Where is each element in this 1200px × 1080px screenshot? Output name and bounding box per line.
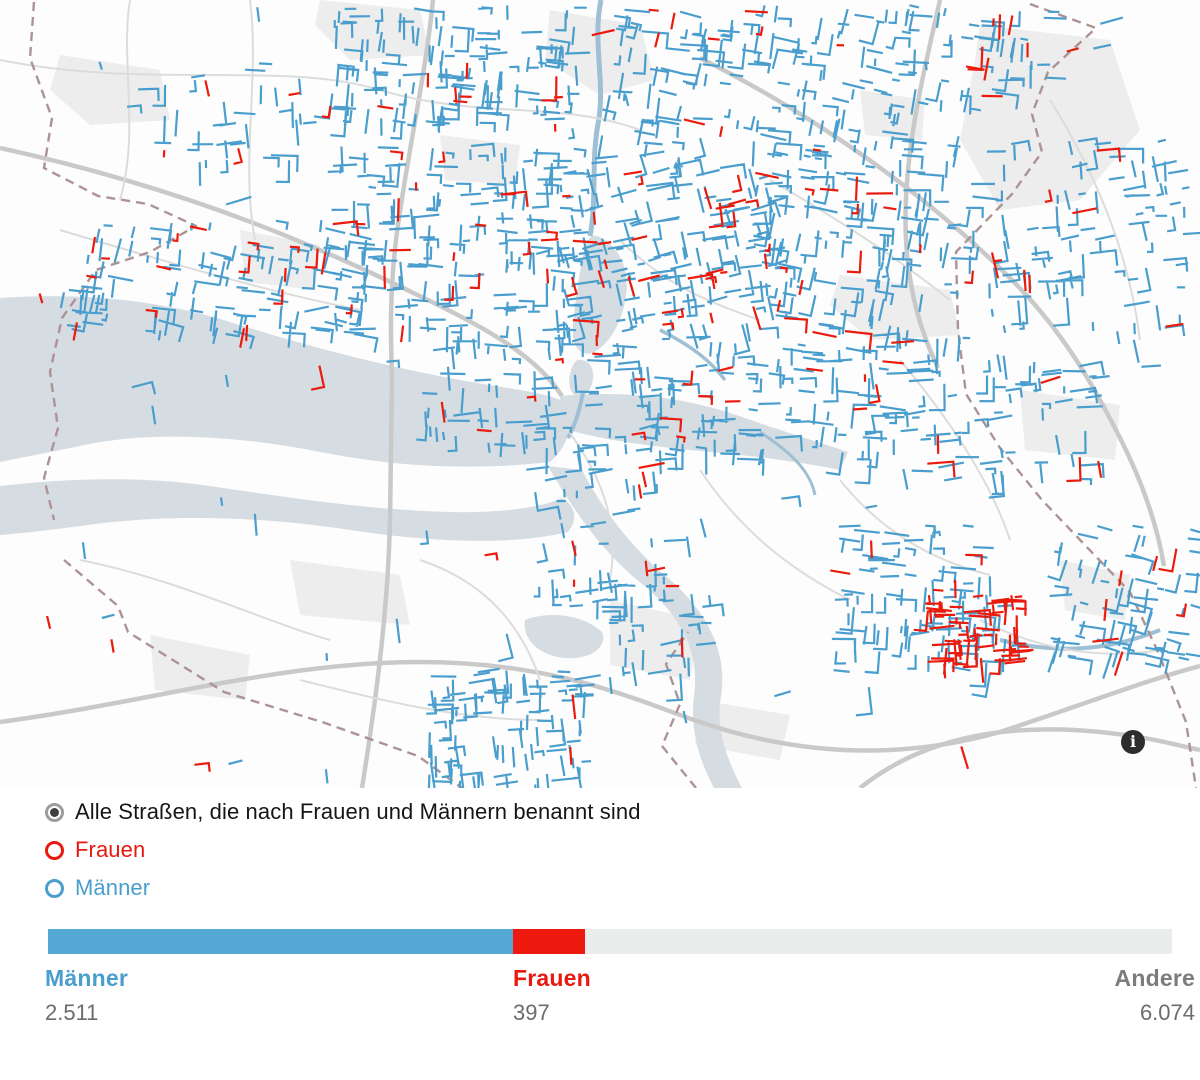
legend-option-label: Männer <box>75 875 151 900</box>
bar-label-andere: Andere 6.074 <box>1115 965 1195 1026</box>
bar-label-value: 2.511 <box>45 1000 99 1025</box>
bar-label-maenner: Männer 2.511 <box>45 965 128 1026</box>
legend-option-maenner[interactable]: Männer <box>45 869 641 907</box>
bar-label-frauen: Frauen 397 <box>513 965 591 1026</box>
bar-label-title: Männer <box>45 965 128 991</box>
bar-segment-frauen <box>513 929 586 954</box>
radio-icon[interactable] <box>45 802 64 822</box>
bar-segment-maenner <box>48 929 514 954</box>
legend-option-frauen[interactable]: Frauen <box>45 831 641 869</box>
bar-label-value: 397 <box>513 1000 550 1025</box>
distribution-bar <box>48 929 1172 954</box>
bar-label-title: Andere <box>1114 965 1195 991</box>
bar-segment-andere <box>585 929 1172 954</box>
legend-option-label: Frauen <box>75 837 146 862</box>
legend-option-label: Alle Straßen, die nach Frauen und Männer… <box>75 799 641 824</box>
bar-label-value: 6.074 <box>1139 1000 1195 1025</box>
map-legend: Alle Straßen, die nach Frauen und Männer… <box>45 793 641 907</box>
map-canvas <box>0 0 1200 788</box>
radio-icon[interactable] <box>45 840 64 860</box>
distribution-bar-labels: Männer 2.511 Frauen 397 Andere 6.074 <box>45 965 1195 1045</box>
radio-icon[interactable] <box>45 878 64 898</box>
bar-label-title: Frauen <box>513 965 591 991</box>
hamburg-street-map[interactable]: i <box>0 0 1200 788</box>
radio-dot <box>50 807 59 817</box>
legend-option-alle-strassen[interactable]: Alle Straßen, die nach Frauen und Männer… <box>45 793 641 831</box>
info-button[interactable]: i <box>1121 730 1145 754</box>
